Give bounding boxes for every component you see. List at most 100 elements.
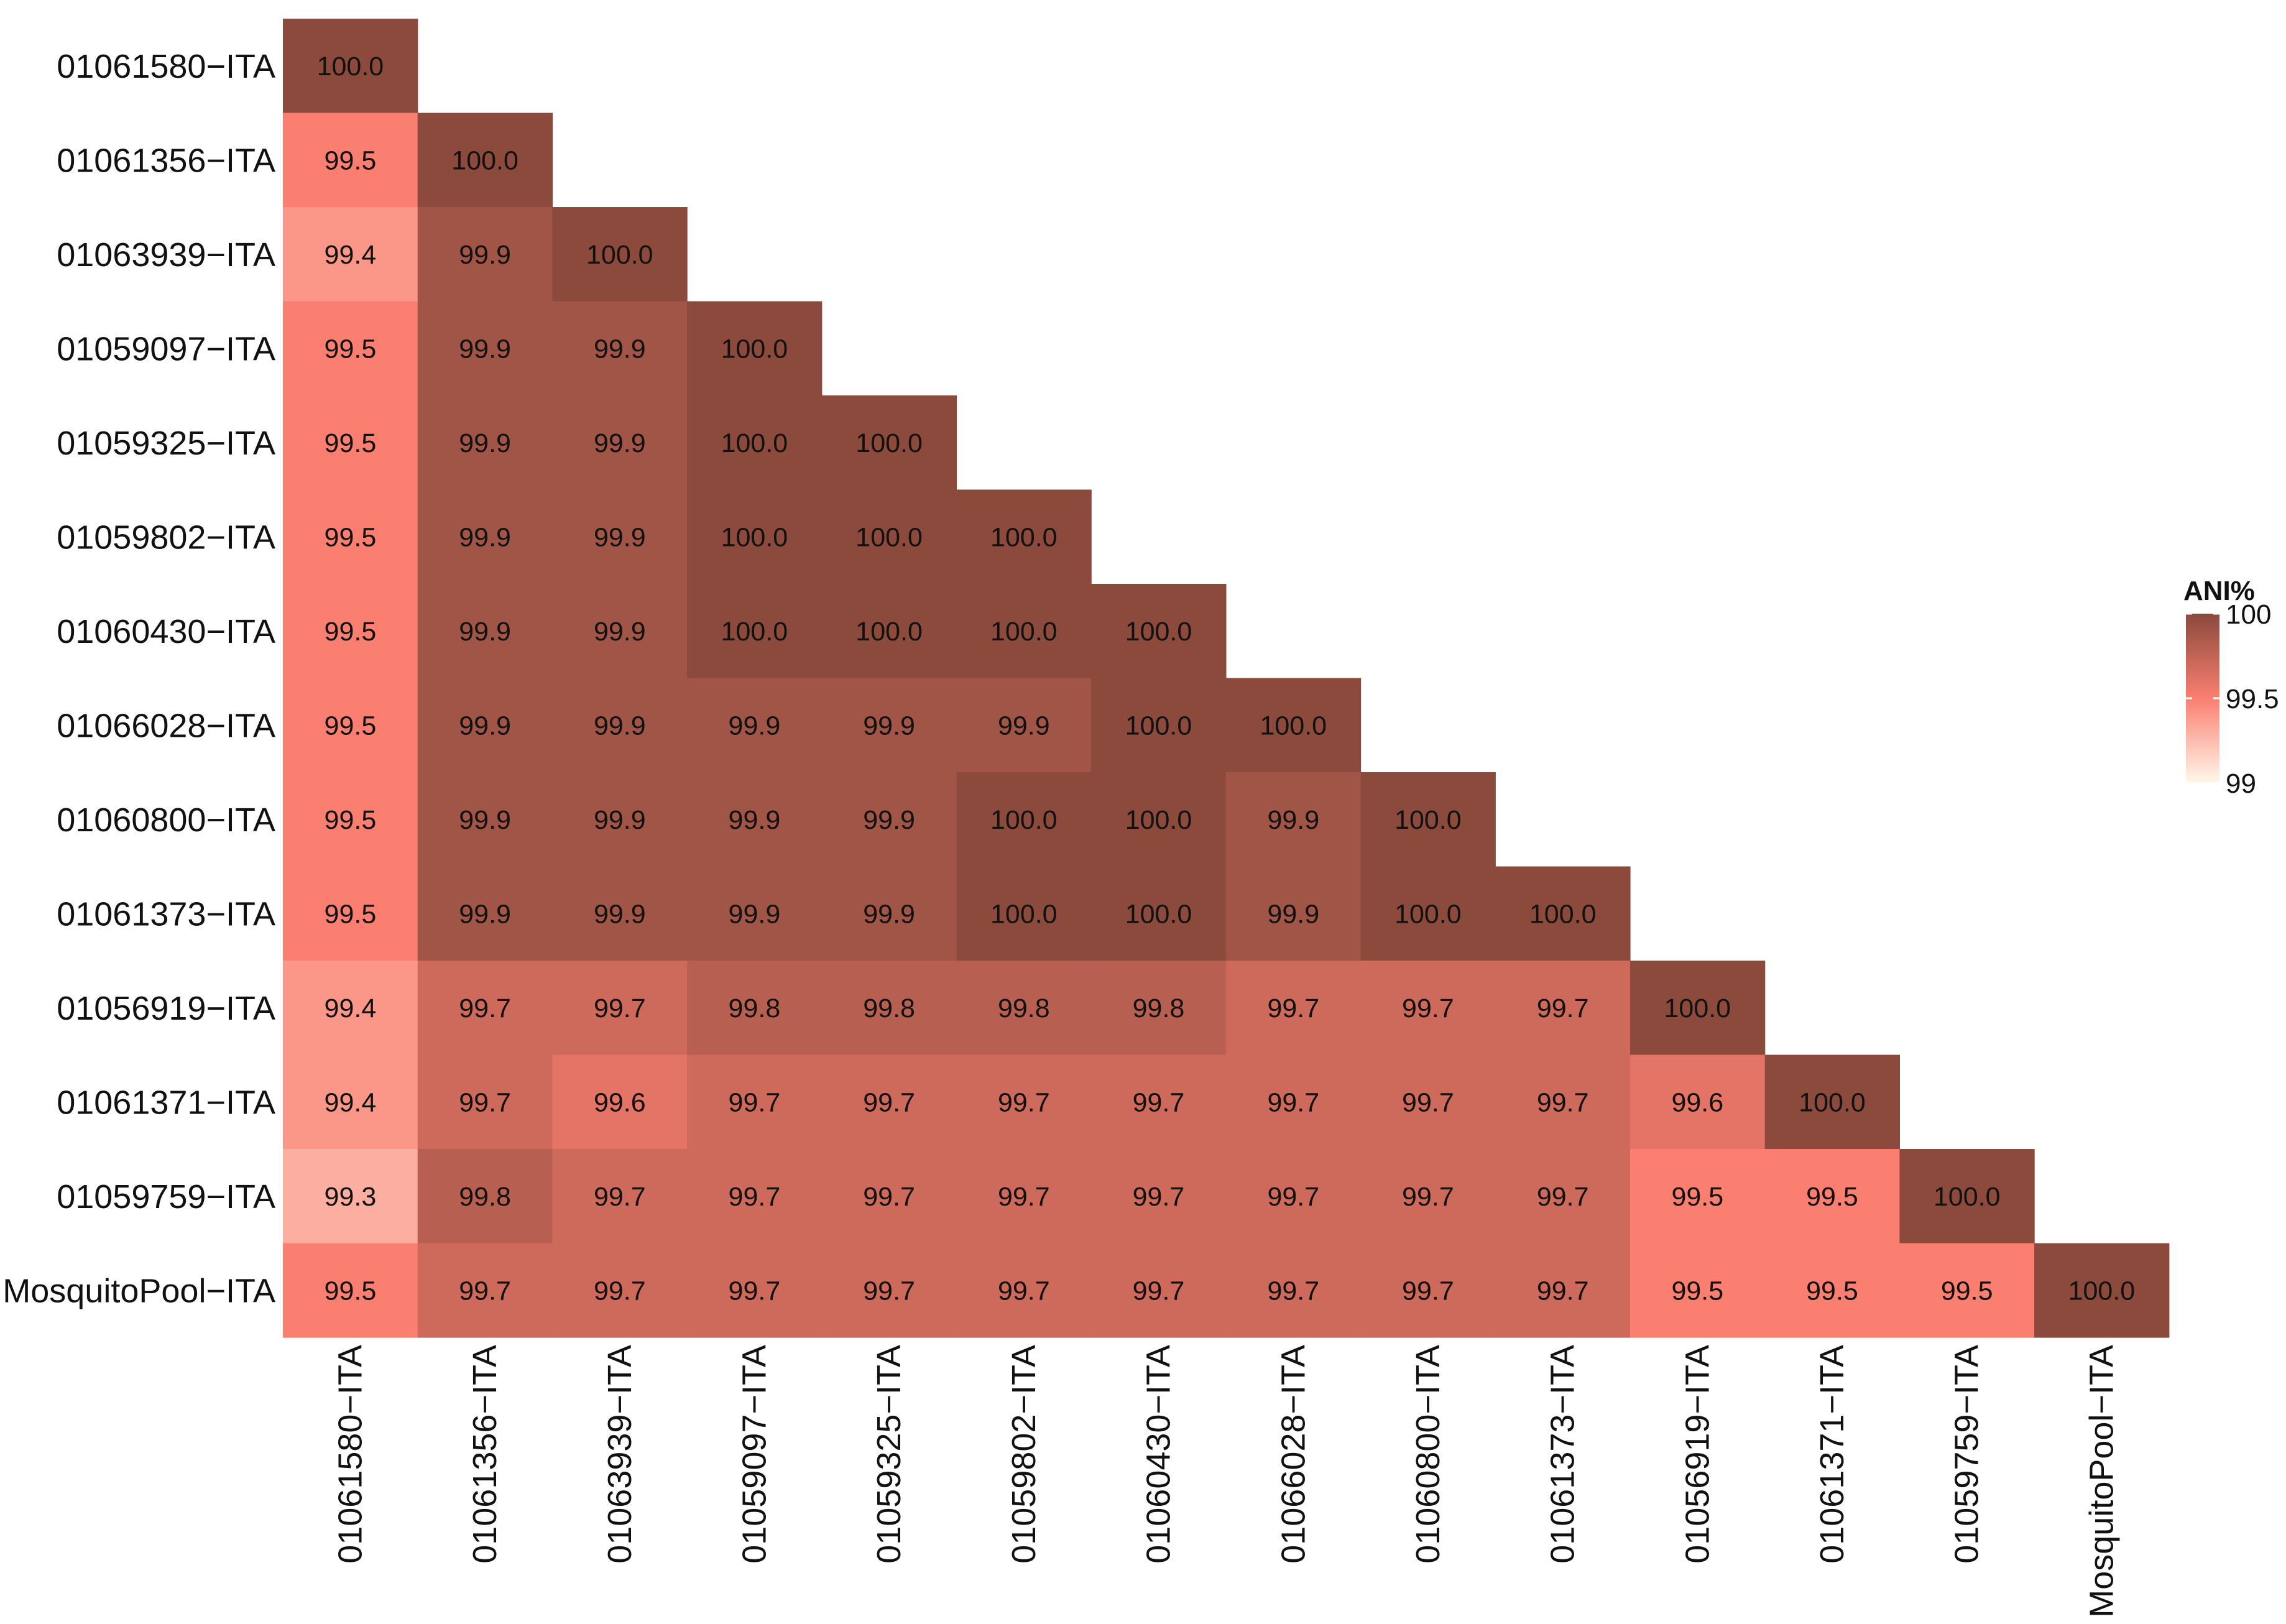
- heatmap-cells: 100.0 99.5 100.0 99.4 99.9 100.0 99.5 99.9 99.9 1…: [283, 19, 2170, 1338]
- heatmap-cell: [417, 207, 553, 302]
- heatmap-cell: [417, 961, 553, 1056]
- heatmap-cell: [821, 678, 957, 773]
- cell-value-label: 99.8: [998, 994, 1050, 1023]
- heatmap-cell: [956, 1243, 1092, 1338]
- cell-value-label: 99.9: [863, 805, 915, 835]
- cell-value-label: 99.9: [863, 711, 915, 740]
- column-label: 01059097−ITA: [735, 1345, 773, 1564]
- heatmap-cell: [552, 678, 688, 773]
- heatmap-cell: [956, 1054, 1092, 1150]
- cell-value-label: 100.0: [1529, 899, 1597, 929]
- heatmap-cell: [1091, 772, 1227, 867]
- heatmap-cell: [283, 395, 418, 491]
- cell-value-label: 99.9: [594, 711, 646, 740]
- row-label: 01066028−ITA: [57, 707, 275, 744]
- cell-value-label: 99.7: [459, 1087, 511, 1117]
- row-label: 01056919−ITA: [57, 990, 275, 1027]
- heatmap-cell: [1091, 866, 1227, 961]
- cell-value-label: 100.0: [1664, 994, 1731, 1023]
- cell-value-label: 99.5: [1671, 1276, 1723, 1306]
- heatmap-cell: [552, 866, 688, 961]
- cell-value-label: 99.6: [1671, 1087, 1723, 1117]
- legend-tick-label: 99.5: [2226, 684, 2279, 714]
- column-label: 01060430−ITA: [1140, 1345, 1178, 1564]
- cell-value-label: 99.7: [863, 1087, 915, 1117]
- heatmap-cell: [1225, 678, 1362, 773]
- cell-value-label: 99.9: [459, 899, 511, 929]
- heatmap-cell: [417, 1243, 553, 1338]
- cell-value-label: 99.9: [594, 805, 646, 835]
- cell-value-label: 99.7: [863, 1276, 915, 1306]
- column-label: MosquitoPool−ITA: [2083, 1345, 2120, 1618]
- heatmap-cell: [1225, 961, 1362, 1056]
- cell-value-label: 100.0: [586, 240, 653, 270]
- heatmap-cell: [956, 584, 1092, 679]
- heatmap-cell: [283, 678, 418, 773]
- legend-ticks: 100 99.5 99: [2186, 599, 2279, 799]
- heatmap-cell: [1630, 961, 1766, 1056]
- cell-value-label: 99.4: [325, 240, 377, 270]
- heatmap-cell: [417, 772, 553, 867]
- cell-value-label: 100.0: [1125, 711, 1192, 740]
- cell-value-label: 99.7: [729, 1276, 781, 1306]
- row-label: 01059759−ITA: [57, 1178, 275, 1216]
- heatmap-cell: [1630, 1149, 1766, 1244]
- row-label: 01061580−ITA: [57, 48, 275, 85]
- heatmap-cell: [1091, 961, 1227, 1056]
- cell-value-label: 100.0: [1125, 805, 1192, 835]
- cell-value-label: 99.8: [729, 994, 781, 1023]
- heatmap-cell: [821, 866, 957, 961]
- column-label: 01066028−ITA: [1274, 1345, 1312, 1564]
- legend-tick-label: 100: [2226, 599, 2271, 630]
- row-label: 01061371−ITA: [57, 1084, 275, 1121]
- cell-value-label: 99.9: [459, 617, 511, 647]
- heatmap-cell: [552, 395, 688, 491]
- heatmap-cell: [283, 489, 418, 584]
- heatmap-cell: [283, 1054, 418, 1150]
- cell-value-label: 100.0: [1125, 617, 1192, 647]
- column-label: 01059802−ITA: [1005, 1345, 1043, 1564]
- heatmap-cell: [821, 772, 957, 867]
- cell-value-label: 100.0: [855, 617, 923, 647]
- cell-value-label: 99.8: [863, 994, 915, 1023]
- heatmap-cell: [687, 489, 823, 584]
- heatmap-cell: [1630, 1243, 1766, 1338]
- cell-value-label: 100.0: [990, 522, 1058, 552]
- cell-value-label: 99.9: [594, 428, 646, 458]
- cell-value-label: 100.0: [855, 428, 923, 458]
- cell-value-label: 99.9: [863, 899, 915, 929]
- cell-value-label: 100.0: [721, 617, 788, 647]
- cell-value-label: 99.5: [1806, 1276, 1858, 1306]
- heatmap-cell: [1764, 1243, 1900, 1338]
- cell-value-label: 99.7: [729, 1182, 781, 1212]
- cell-value-label: 99.7: [594, 1182, 646, 1212]
- heatmap-cell: [821, 584, 957, 679]
- heatmap-cell: [1091, 584, 1227, 679]
- cell-value-label: 100.0: [1933, 1182, 2001, 1212]
- cell-value-label: 100.0: [1394, 899, 1462, 929]
- cell-value-label: 99.9: [729, 805, 781, 835]
- heatmap-cell: [1091, 678, 1227, 773]
- heatmap-cell: [1764, 1054, 1900, 1150]
- cell-value-label: 99.9: [459, 428, 511, 458]
- column-label: 01061580−ITA: [331, 1345, 369, 1564]
- row-label: 01059097−ITA: [57, 330, 275, 367]
- cell-value-label: 99.9: [459, 334, 511, 364]
- heatmap-cell: [552, 772, 688, 867]
- cell-value-label: 100.0: [2068, 1276, 2136, 1306]
- row-label: 01059325−ITA: [57, 425, 275, 462]
- cell-value-label: 99.8: [459, 1182, 511, 1212]
- cell-value-label: 99.7: [998, 1182, 1050, 1212]
- cell-value-label: 99.7: [1267, 1182, 1319, 1212]
- cell-value-label: 99.4: [325, 994, 377, 1023]
- cell-value-label: 99.8: [1133, 994, 1185, 1023]
- cell-value-label: 99.5: [325, 711, 377, 740]
- cell-value-label: 99.7: [1537, 1087, 1589, 1117]
- column-label: 01059325−ITA: [870, 1345, 908, 1564]
- heatmap-cell: [1225, 1243, 1362, 1338]
- column-label: 01063939−ITA: [601, 1345, 638, 1564]
- heatmap-cell: [552, 301, 688, 396]
- column-label: 01061356−ITA: [466, 1345, 504, 1564]
- heatmap-cell: [1225, 1149, 1362, 1244]
